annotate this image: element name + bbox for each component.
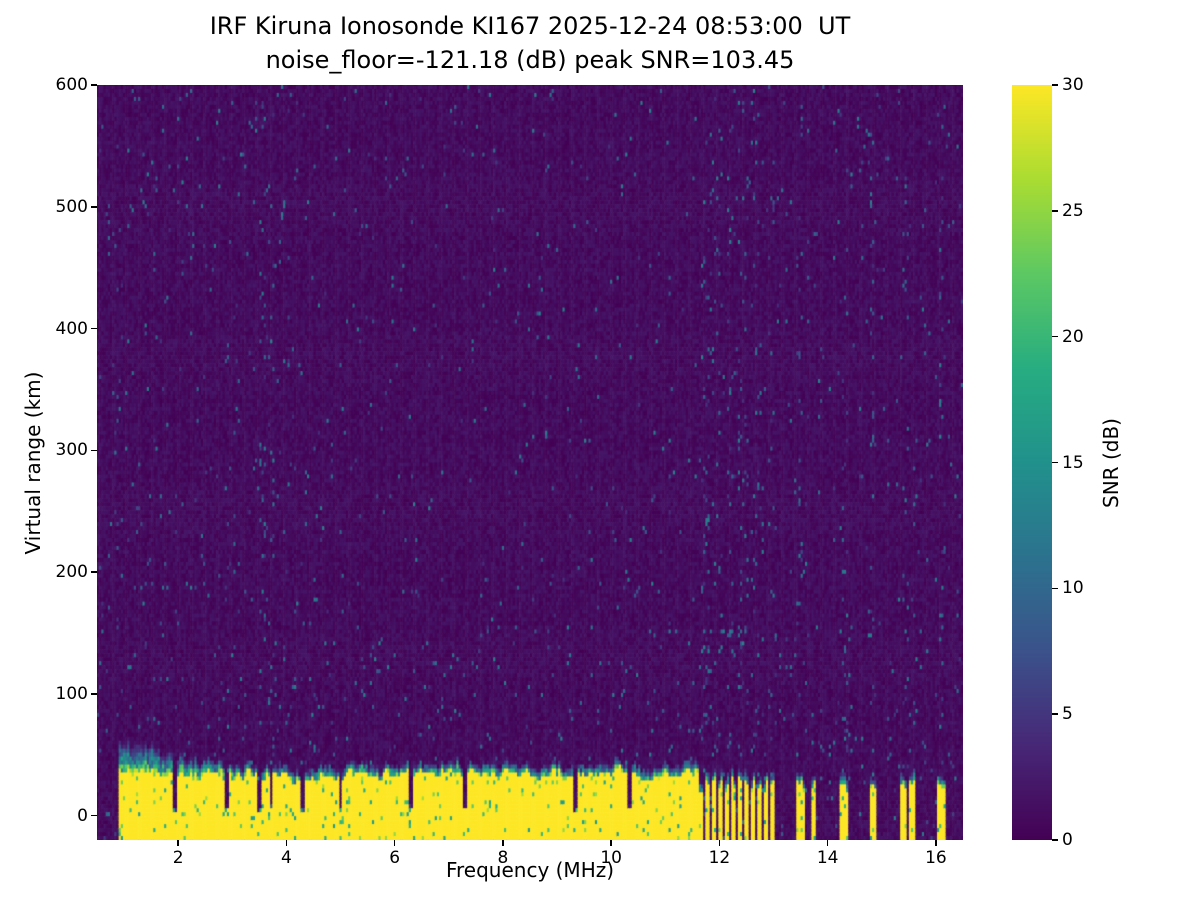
x-tick-mark (826, 840, 829, 846)
colorbar-tick-label: 15 (1062, 452, 1084, 473)
y-axis-label: Virtual range (km) (21, 371, 45, 555)
y-tick-label: 300 (55, 440, 88, 461)
y-tick-label: 200 (55, 562, 88, 583)
x-tick-mark (718, 840, 721, 846)
colorbar-tick-mark (1052, 713, 1058, 715)
x-tick-label: 16 (925, 848, 947, 868)
plot-area (97, 85, 963, 840)
x-tick-mark (610, 840, 612, 846)
colorbar (1012, 85, 1052, 840)
x-tick-label: 2 (172, 848, 184, 868)
ionogram-heatmap-canvas (97, 85, 963, 840)
x-tick-mark (393, 840, 396, 846)
colorbar-tick-label: 25 (1062, 200, 1084, 221)
x-tick-label: 14 (816, 848, 839, 868)
y-tick-label: 400 (55, 318, 88, 339)
colorbar-tick-label: 30 (1062, 75, 1084, 95)
y-tick-mark (91, 814, 97, 817)
chart-title: IRF Kiruna Ionosonde KI167 2025-12-24 08… (209, 12, 851, 40)
colorbar-tick-mark (1052, 839, 1058, 841)
colorbar-tick-mark (1052, 335, 1058, 338)
x-tick-label: 6 (389, 848, 401, 868)
y-tick-mark (91, 206, 97, 208)
x-tick-label: 10 (600, 848, 623, 868)
x-tick-label: 8 (497, 848, 509, 868)
x-tick-mark (285, 840, 288, 846)
chart-subtitle: noise_floor=-121.18 (dB) peak SNR=103.45 (265, 46, 795, 74)
y-tick-mark (91, 693, 97, 695)
y-tick-label: 100 (55, 683, 88, 704)
y-tick-mark (91, 449, 97, 452)
colorbar-label: SNR (dB) (1099, 418, 1123, 508)
y-tick-mark (91, 327, 97, 330)
colorbar-gradient-canvas (1012, 85, 1052, 840)
y-tick-label: 500 (55, 196, 88, 217)
colorbar-tick-mark (1052, 210, 1058, 212)
colorbar-tick-mark (1052, 461, 1058, 464)
x-tick-mark (177, 840, 179, 846)
x-tick-mark (935, 840, 937, 846)
y-tick-label: 0 (77, 805, 88, 826)
colorbar-tick-label: 5 (1062, 704, 1073, 725)
y-tick-mark (91, 84, 97, 86)
colorbar-tick-label: 20 (1062, 326, 1084, 347)
y-tick-label: 600 (55, 75, 88, 95)
colorbar-tick-label: 0 (1062, 830, 1073, 850)
y-tick-mark (91, 571, 97, 573)
x-axis-label: Frequency (MHz) (445, 858, 615, 882)
x-tick-label: 12 (708, 848, 731, 868)
colorbar-tick-mark (1052, 587, 1058, 590)
x-tick-mark (502, 840, 504, 846)
colorbar-tick-label: 10 (1062, 578, 1084, 599)
x-tick-label: 4 (281, 848, 292, 868)
colorbar-tick-mark (1052, 84, 1058, 86)
